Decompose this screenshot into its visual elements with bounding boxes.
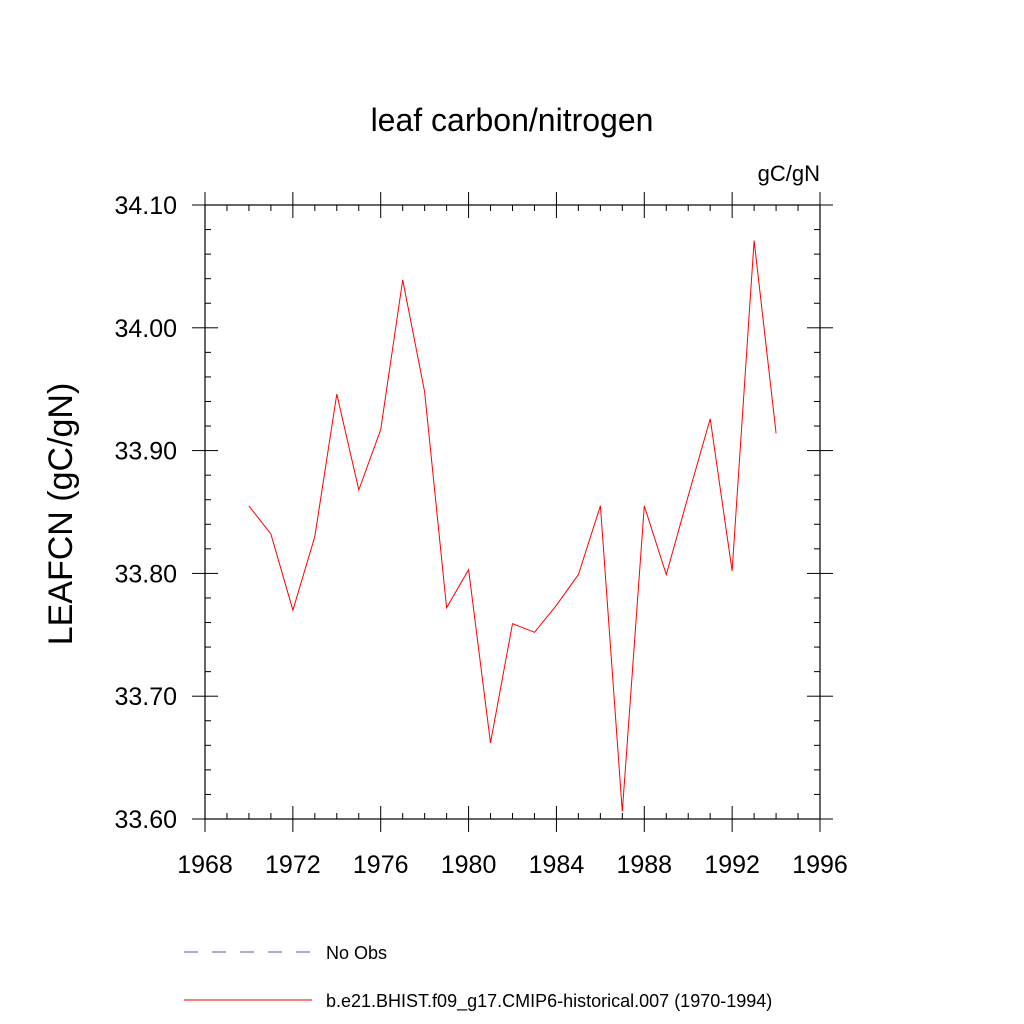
y-tick-label: 33.90 (114, 438, 177, 466)
y-tick-label: 33.70 (114, 683, 177, 711)
x-tick-label: 1976 (353, 851, 409, 879)
x-tick-label: 1980 (441, 851, 497, 879)
x-tick-label: 1968 (177, 851, 233, 879)
series-line (248, 240, 777, 812)
chart-title: leaf carbon/nitrogen (371, 102, 654, 138)
legend-label: No Obs (326, 943, 387, 963)
series-layer (248, 240, 777, 812)
plot-axes: 1968 1972 1976 1980 1984 1988 1992 1996 33.60 33.… (114, 192, 848, 879)
legend-label: b.e21.BHIST.f09_g17.CMIP6-historical.007… (326, 991, 772, 1012)
legend: No Obs b.e21.BHIST.f09_g17.CMIP6-historic… (184, 943, 772, 1012)
y-axis-label: LEAFCN (gC/gN) (42, 383, 80, 646)
plot-frame (204, 204, 821, 820)
units-label: gC/gN (758, 161, 820, 186)
x-tick-label: 1984 (529, 851, 585, 879)
y-tick-label: 33.80 (114, 560, 177, 588)
x-tick-label: 1996 (792, 851, 848, 879)
y-tick-label: 33.60 (114, 806, 177, 834)
x-tick-label: 1972 (265, 851, 321, 879)
y-tick-label: 34.00 (114, 315, 177, 343)
y-tick-label: 34.10 (114, 192, 177, 220)
x-tick-label: 1992 (704, 851, 760, 879)
x-tick-label: 1988 (616, 851, 672, 879)
